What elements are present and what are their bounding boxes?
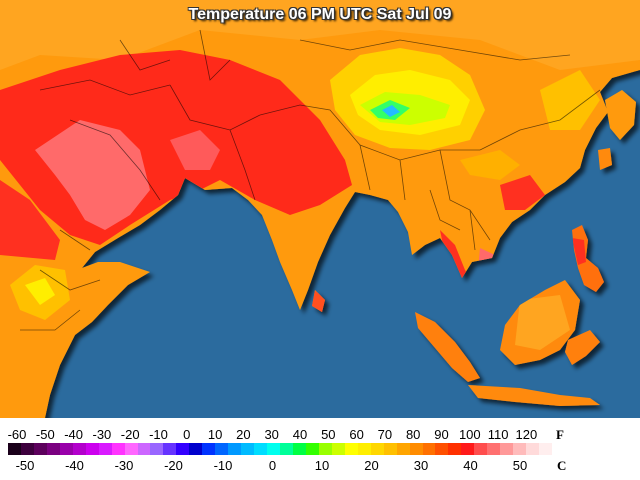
celsius-tick: 50 (512, 458, 528, 473)
fahrenheit-tick: 0 (183, 427, 191, 442)
color-swatch (20, 443, 34, 455)
color-swatch (215, 443, 229, 455)
temperature-map: Temperature 06 PM UTC Sat Jul 09 (0, 0, 640, 418)
celsius-tick: 10 (314, 458, 330, 473)
color-swatch (539, 443, 553, 455)
color-swatch (163, 443, 177, 455)
color-swatch (422, 443, 436, 455)
color-swatch (33, 443, 47, 455)
color-swatch (280, 443, 293, 455)
celsius-tick: 20 (364, 458, 379, 473)
color-swatch (59, 443, 73, 455)
color-swatch (526, 443, 540, 455)
temperature-legend: -60 -50 -40 -30 -20 -10 0 10 20 30 40 50 60 70 80 90 100… (0, 418, 640, 480)
color-swatch (344, 443, 358, 455)
color-swatch (72, 443, 86, 455)
color-swatch (513, 443, 527, 455)
color-swatch (396, 443, 410, 455)
celsius-tick: 40 (463, 458, 478, 473)
country-borders (20, 29, 601, 331)
color-swatch (331, 443, 345, 455)
celsius-tick: -10 (213, 458, 233, 473)
color-swatch (435, 443, 449, 455)
fahrenheit-tick: 20 (236, 427, 251, 442)
fahrenheit-tick: 30 (264, 427, 279, 442)
celsius-tick: 0 (268, 458, 277, 473)
color-swatch (46, 443, 60, 455)
color-swatch (448, 443, 462, 455)
fahrenheit-tick: 40 (292, 427, 308, 442)
fahrenheit-tick: -30 (92, 427, 112, 442)
color-swatch (305, 443, 319, 455)
color-swatch (318, 443, 332, 455)
celsius-unit: C (557, 458, 567, 473)
celsius-tick: -30 (114, 458, 134, 473)
fahrenheit-tick: -20 (120, 427, 140, 442)
color-swatch (267, 443, 281, 455)
fahrenheit-tick: -60 (7, 427, 27, 442)
color-swatch (189, 443, 203, 455)
fahrenheit-tick: 10 (207, 427, 223, 442)
color-swatch (137, 443, 151, 455)
color-swatch (98, 443, 112, 455)
color-swatch (228, 443, 242, 455)
temperature-zones (0, 0, 640, 350)
color-swatch (176, 443, 190, 455)
color-swatch (111, 443, 125, 455)
color-swatch (8, 443, 21, 455)
color-swatch (461, 443, 475, 455)
color-scale-bar (8, 443, 553, 455)
celsius-tick: 30 (413, 458, 429, 473)
color-swatch (150, 443, 164, 455)
celsius-tick: -20 (164, 458, 183, 473)
fahrenheit-tick: 120 (515, 427, 538, 442)
color-swatch (254, 443, 268, 455)
color-swatch (202, 443, 216, 455)
map-canvas (0, 0, 640, 418)
color-swatch (487, 443, 501, 455)
color-swatch (409, 443, 423, 455)
celsius-tick: -50 (15, 458, 35, 473)
fahrenheit-tick: 50 (321, 427, 336, 442)
color-swatch (474, 443, 488, 455)
fahrenheit-tick: -10 (149, 427, 168, 442)
color-swatch (370, 443, 384, 455)
fahrenheit-tick: -50 (35, 427, 55, 442)
color-swatch (85, 443, 99, 455)
fahrenheit-unit: F (556, 427, 564, 442)
fahrenheit-tick: 90 (434, 427, 449, 442)
fahrenheit-tick: 60 (349, 427, 364, 442)
color-swatch (292, 443, 306, 455)
celsius-tick: -40 (65, 458, 84, 473)
color-swatch (241, 443, 255, 455)
fahrenheit-tick: 80 (405, 427, 421, 442)
fahrenheit-tick: 110 (487, 427, 509, 442)
color-swatch (383, 443, 397, 455)
color-swatch (500, 443, 514, 455)
color-swatch (124, 443, 138, 455)
fahrenheit-tick: 70 (377, 427, 393, 442)
fahrenheit-tick: -40 (64, 427, 83, 442)
fahrenheit-tick: 100 (458, 427, 481, 442)
map-title: Temperature 06 PM UTC Sat Jul 09 (188, 6, 452, 23)
color-swatch (357, 443, 371, 455)
